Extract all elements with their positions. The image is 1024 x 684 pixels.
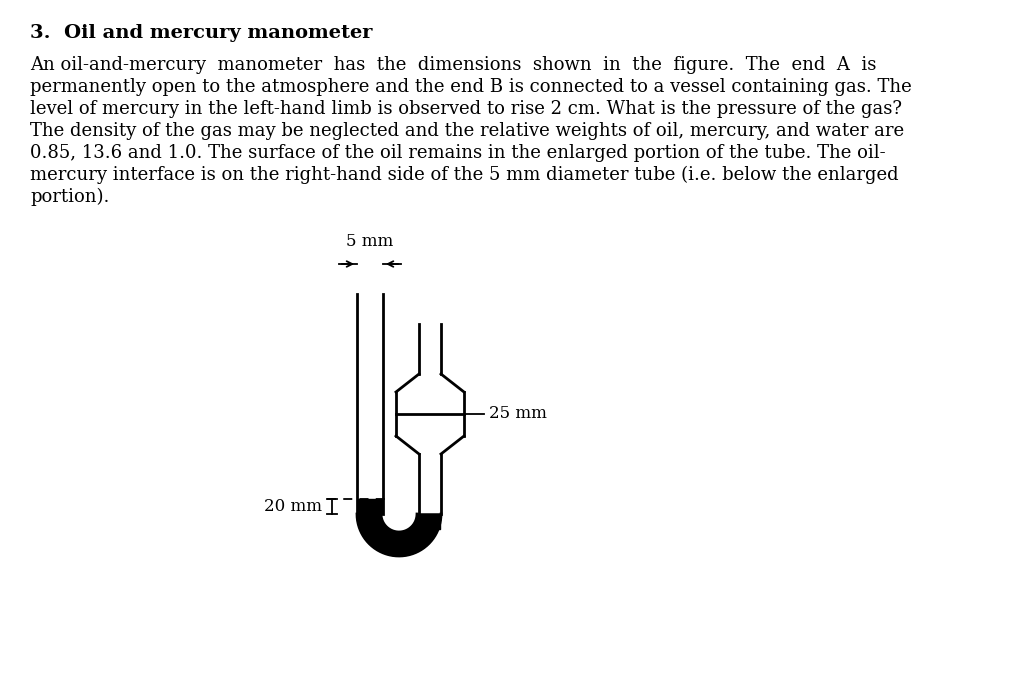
Polygon shape <box>357 514 441 556</box>
Text: 0.85, 13.6 and 1.0. The surface of the oil remains in the enlarged portion of th: 0.85, 13.6 and 1.0. The surface of the o… <box>30 144 886 162</box>
Text: level of mercury in the left-hand limb is observed to rise 2 cm. What is the pre: level of mercury in the left-hand limb i… <box>30 100 902 118</box>
Text: permanently open to the atmosphere and the end B is connected to a vessel contai: permanently open to the atmosphere and t… <box>30 78 911 96</box>
Text: The density of the gas may be neglected and the relative weights of oil, mercury: The density of the gas may be neglected … <box>30 122 904 140</box>
Text: mercury interface is on the right-hand side of the 5 mm diameter tube (i.e. belo: mercury interface is on the right-hand s… <box>30 166 899 184</box>
Text: 3.  Oil and mercury manometer: 3. Oil and mercury manometer <box>30 24 373 42</box>
Text: portion).: portion). <box>30 188 110 207</box>
Text: 25 mm: 25 mm <box>489 406 547 423</box>
Text: An oil-and-mercury  manometer  has  the  dimensions  shown  in  the  figure.  Th: An oil-and-mercury manometer has the dim… <box>30 56 877 74</box>
Text: 5 mm: 5 mm <box>346 233 393 250</box>
Text: 20 mm: 20 mm <box>264 498 322 515</box>
